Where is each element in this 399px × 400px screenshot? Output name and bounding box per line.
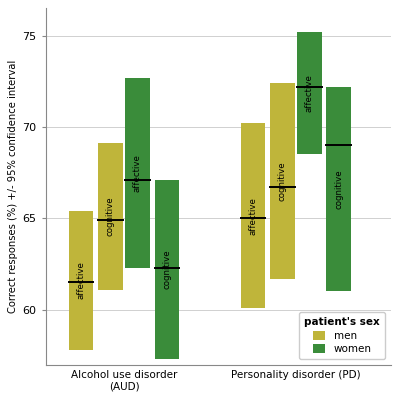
Text: cognitive: cognitive <box>278 161 287 201</box>
Text: cognitive: cognitive <box>162 250 172 289</box>
Bar <box>241 124 265 308</box>
Text: cognitive: cognitive <box>334 169 344 209</box>
Bar <box>270 83 295 279</box>
Bar <box>326 87 351 292</box>
Bar <box>125 78 150 268</box>
Bar <box>297 32 322 154</box>
Text: affective: affective <box>249 197 257 234</box>
Bar <box>98 144 123 290</box>
Text: cognitive: cognitive <box>106 197 115 236</box>
Bar <box>69 211 93 350</box>
Text: affective: affective <box>133 154 142 192</box>
Text: affective: affective <box>77 262 85 300</box>
Legend: men, women: men, women <box>299 312 385 359</box>
Y-axis label: Correct responses (%) +/- 95% confidence interval: Correct responses (%) +/- 95% confidence… <box>8 60 18 313</box>
Text: affective: affective <box>305 74 314 112</box>
Bar <box>154 180 179 359</box>
